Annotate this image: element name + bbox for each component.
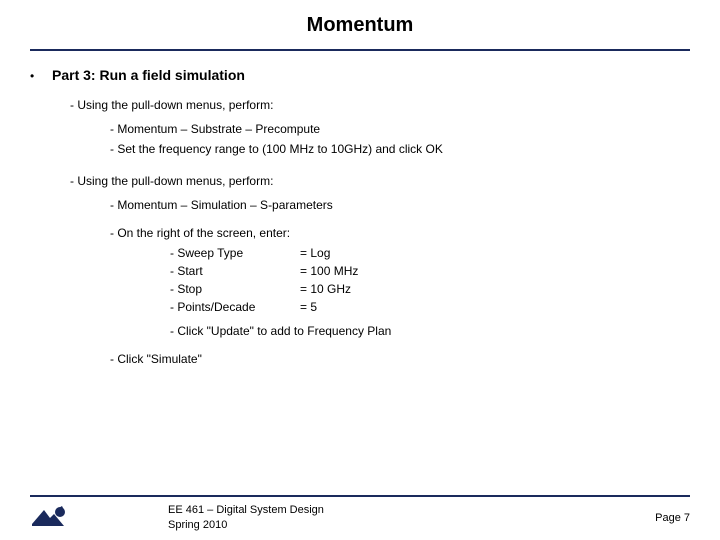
footer-term: Spring 2010 [168,518,620,532]
param-value: = 10 GHz [300,280,420,298]
footer-row: EE 461 – Digital System Design Spring 20… [0,503,720,532]
param-label: - Points/Decade [170,298,300,316]
slide-title: Momentum [0,14,720,37]
params-table: - Sweep Type = Log - Start = 100 MHz - S… [170,244,690,316]
section1-item: - Set the frequency range to (100 MHz to… [110,140,690,158]
param-label: - Sweep Type [170,244,300,262]
param-value: = 5 [300,298,420,316]
param-label: - Stop [170,280,300,298]
param-label: - Start [170,262,300,280]
after-params: - Click "Update" to add to Frequency Pla… [170,322,690,340]
content: • Part 3: Run a field simulation - Using… [0,51,720,368]
main-bullet-row: • Part 3: Run a field simulation [30,65,690,86]
logo-icon [30,504,78,531]
param-row: - Stop = 10 GHz [170,280,690,298]
section1-intro: - Using the pull-down menus, perform: [70,96,690,114]
divider-bottom [30,495,690,497]
section2-final: - Click "Simulate" [110,350,690,368]
footer-course: EE 461 – Digital System Design [168,503,620,517]
param-row: - Points/Decade = 5 [170,298,690,316]
page-number: Page 7 [620,512,690,524]
main-bullet-text: Part 3: Run a field simulation [52,65,245,86]
section2-intro: - Using the pull-down menus, perform: [70,172,690,190]
footer: EE 461 – Digital System Design Spring 20… [0,495,720,532]
param-row: - Sweep Type = Log [170,244,690,262]
slide: Momentum • Part 3: Run a field simulatio… [0,0,720,540]
param-value: = Log [300,244,420,262]
section1-item: - Momentum – Substrate – Precompute [110,120,690,138]
footer-center: EE 461 – Digital System Design Spring 20… [78,503,620,532]
param-value: = 100 MHz [300,262,420,280]
section2-item: - Momentum – Simulation – S-parameters [110,196,690,214]
section2-item: - On the right of the screen, enter: [110,224,690,242]
param-row: - Start = 100 MHz [170,262,690,280]
title-region: Momentum [0,0,720,43]
bullet-marker: • [30,67,52,85]
